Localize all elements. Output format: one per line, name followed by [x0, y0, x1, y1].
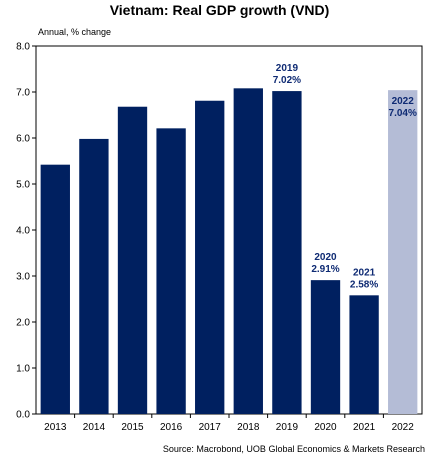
x-tick-label-2017: 2017	[199, 422, 222, 433]
x-tick-label-2020: 2020	[314, 422, 337, 433]
y-tick-label: 2.0	[16, 318, 30, 329]
bar-2016	[156, 128, 186, 414]
data-label-value-2022: 7.04%	[389, 108, 417, 119]
bar-2020	[310, 280, 341, 414]
x-tick-label-2019: 2019	[276, 422, 299, 433]
data-label-value-2021: 2.58%	[350, 279, 378, 290]
x-tick-label-2018: 2018	[237, 422, 260, 433]
bar-2017	[195, 100, 225, 415]
chart-source: Source: Macrobond, UOB Global Economics …	[163, 444, 425, 454]
y-tick-label: 1.0	[16, 364, 30, 375]
y-tick-label: 6.0	[16, 134, 30, 145]
x-axis: 2013 2014 2015 2016 2017 2018 2019 2020 2021 2022	[44, 414, 414, 433]
bar-2014	[79, 138, 109, 415]
x-tick-label-2021: 2021	[353, 422, 376, 433]
y-tick-label: 3.0	[16, 272, 30, 283]
x-tick-label-2015: 2015	[121, 422, 144, 433]
bar-2019	[272, 91, 302, 414]
y-tick-label: 5.0	[16, 180, 30, 191]
x-tick-label-2013: 2013	[44, 422, 67, 433]
data-label-value-2020: 2.91%	[311, 264, 339, 275]
bar-2013	[40, 164, 70, 414]
bar-2021	[349, 295, 379, 414]
data-label-year-2021: 2021	[353, 267, 376, 278]
x-tick-label-2016: 2016	[160, 422, 183, 433]
bar-series	[40, 88, 418, 415]
x-tick-label-2022: 2022	[392, 422, 415, 433]
y-tick-label: 0.0	[16, 410, 30, 421]
bar-2018	[233, 88, 263, 414]
chart-title: Vietnam: Real GDP growth (VND)	[110, 2, 330, 18]
y-tick-label: 7.0	[16, 88, 30, 99]
chart-subtitle: Annual, % change	[38, 27, 111, 37]
data-label-year-2020: 2020	[314, 252, 337, 263]
bar-2015	[117, 106, 148, 414]
bar-2022	[388, 90, 418, 414]
data-label-year-2022: 2022	[392, 96, 415, 107]
data-label-value-2019: 7.02%	[273, 75, 301, 86]
x-tick-label-2014: 2014	[83, 422, 106, 433]
y-tick-label: 4.0	[16, 226, 30, 237]
data-label-year-2019: 2019	[276, 63, 299, 74]
y-tick-label: 8.0	[16, 42, 30, 53]
y-axis: 0.0 1.0 2.0 3.0 4.0 5.0 6.0 7.0 8.0	[16, 42, 36, 421]
